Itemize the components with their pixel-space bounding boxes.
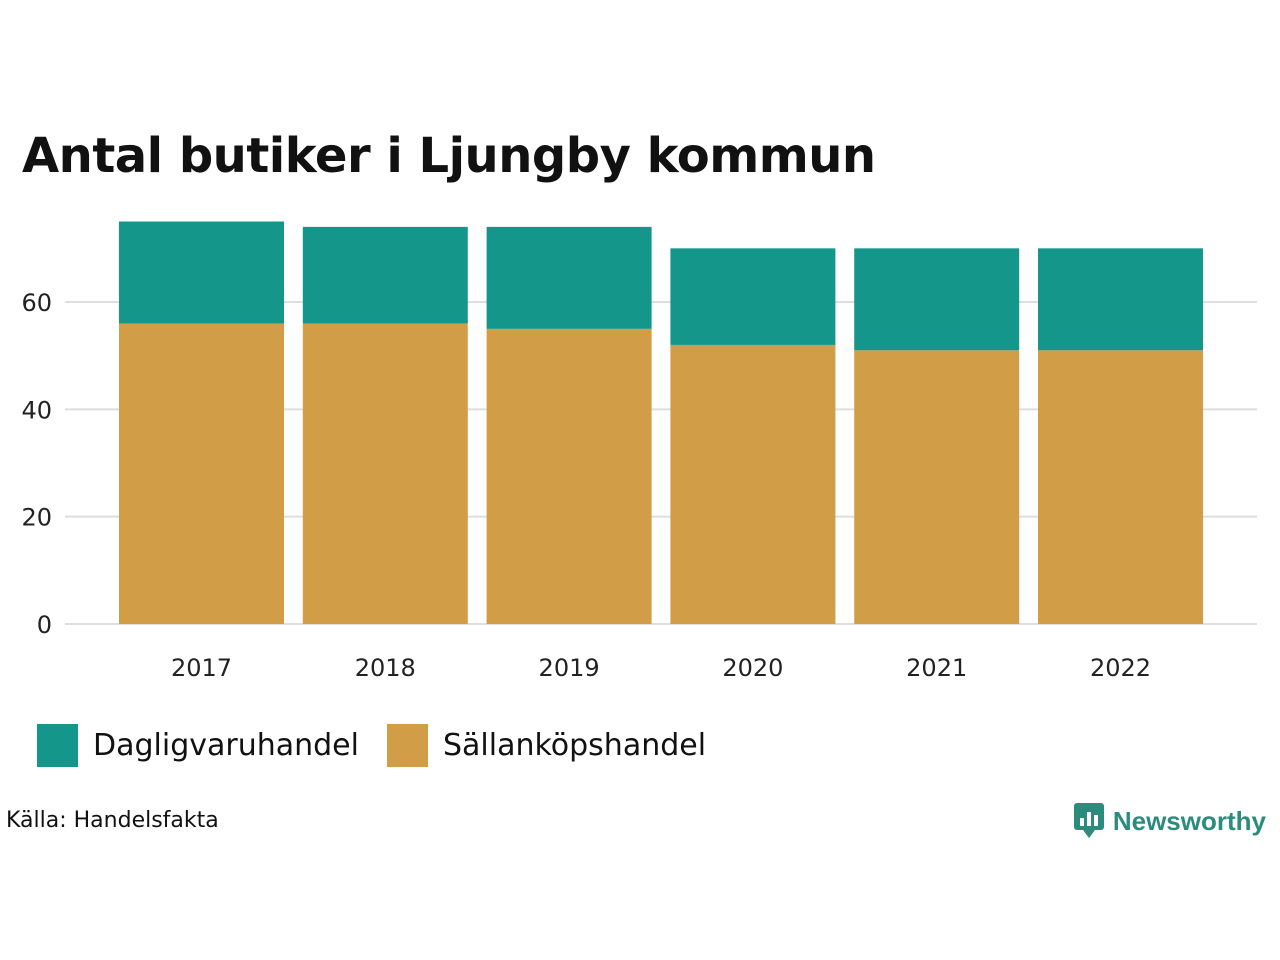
y-tick-label-0: 0	[37, 611, 52, 639]
bar-dagligvaruhandel-2019	[486, 226, 652, 329]
bar-sallankopshandel-2019	[486, 328, 652, 624]
bar-sallankopshandel-2021	[854, 350, 1020, 624]
stacked-bar-chart: 0 20 40 60 2017 2018 2019 2020 2021 2022	[21, 221, 1257, 682]
legend-item-sallankopshandel: Sällanköpshandel	[386, 724, 707, 767]
bar-dagligvaruhandel-2020	[670, 248, 836, 345]
legend-swatch-sallankopshandel	[386, 724, 428, 767]
bar-dagligvaruhandel-2022	[1038, 248, 1203, 351]
source-note: Källa: Handelsfakta	[6, 808, 219, 833]
bar-chart-speech-bubble-icon	[1073, 803, 1104, 838]
bar-sallankopshandel-2017	[119, 323, 284, 624]
legend: Dagligvaruhandel Sällanköpshandel	[37, 724, 734, 767]
legend-swatch-dagligvaruhandel	[37, 724, 78, 767]
bar-sallankopshandel-2018	[302, 323, 468, 624]
x-tick-label-2020: 2020	[722, 654, 783, 682]
y-tick-label-40: 40	[21, 396, 52, 424]
legend-item-dagligvaruhandel: Dagligvaruhandel	[37, 724, 359, 767]
bar-dagligvaruhandel-2017	[119, 221, 284, 324]
y-tick-label-60: 60	[21, 289, 52, 317]
x-tick-label-2017: 2017	[171, 654, 232, 682]
chart-title: Antal butiker i Ljungby kommun	[22, 128, 876, 184]
bar-dagligvaruhandel-2018	[302, 226, 468, 324]
bar-sallankopshandel-2020	[670, 344, 836, 624]
x-tick-label-2021: 2021	[906, 654, 967, 682]
x-tick-label-2022: 2022	[1090, 654, 1151, 682]
legend-label-dagligvaruhandel: Dagligvaruhandel	[93, 728, 359, 763]
brand-name: Newsworthy	[1112, 805, 1266, 836]
bar-dagligvaruhandel-2021	[854, 248, 1020, 351]
legend-label-sallankopshandel: Sällanköpshandel	[442, 728, 707, 763]
bar-sallankopshandel-2022	[1038, 350, 1203, 624]
brand-logo[interactable]: Newsworthy	[1073, 803, 1266, 839]
x-tick-label-2019: 2019	[539, 654, 600, 682]
y-tick-label-20: 20	[21, 504, 52, 532]
x-tick-label-2018: 2018	[355, 654, 416, 682]
